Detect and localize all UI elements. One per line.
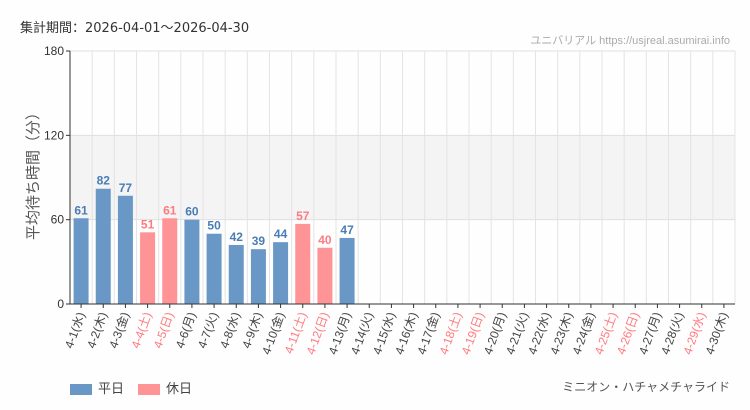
bar-value-label: 57	[296, 209, 310, 223]
bar-value-label: 61	[163, 203, 177, 217]
bar	[317, 247, 333, 304]
bar	[73, 218, 89, 304]
legend-holiday: 休日	[138, 378, 192, 397]
bar-value-label: 47	[340, 223, 354, 237]
y-tick-label: 120	[44, 128, 64, 142]
y-tick-label: 180	[44, 44, 64, 58]
bar	[140, 232, 156, 304]
bar	[206, 233, 222, 304]
legend-holiday-label: 休日	[166, 382, 193, 397]
bar-value-label: 82	[97, 174, 111, 188]
y-tick-label: 60	[51, 213, 65, 227]
bar	[95, 188, 111, 304]
bar-value-label: 61	[74, 203, 88, 217]
bar-value-label: 39	[252, 234, 266, 248]
y-axis-label: 平均待ち時間（分）	[24, 104, 42, 240]
period-label: 集計期間：2026-04-01〜2026-04-30	[20, 21, 250, 36]
holiday-swatch	[138, 384, 161, 395]
bar	[117, 195, 133, 304]
bar	[162, 218, 178, 304]
bar-value-label: 50	[207, 219, 221, 233]
weekday-swatch	[70, 384, 92, 395]
bar-value-label: 60	[185, 205, 199, 219]
bar	[250, 249, 266, 304]
y-tick-label: 0	[57, 297, 64, 311]
bar-value-label: 42	[230, 230, 244, 244]
bar	[339, 237, 355, 304]
bar-value-label: 44	[274, 227, 288, 241]
site-watermark: ユニバリアル https://usjreal.asumirai.info	[530, 35, 730, 47]
legend-weekday: 平日	[70, 378, 124, 397]
attraction-name: ミニオン・ハチャメチャライド	[562, 380, 730, 394]
legend: 平日 休日	[70, 378, 192, 397]
bar-value-label: 51	[141, 217, 155, 231]
legend-weekday-label: 平日	[98, 382, 125, 397]
bar	[273, 242, 289, 304]
bar	[184, 219, 200, 304]
bar-value-label: 40	[318, 233, 332, 247]
bar-value-label: 77	[119, 181, 133, 195]
bar	[295, 223, 311, 304]
bar	[228, 244, 244, 304]
